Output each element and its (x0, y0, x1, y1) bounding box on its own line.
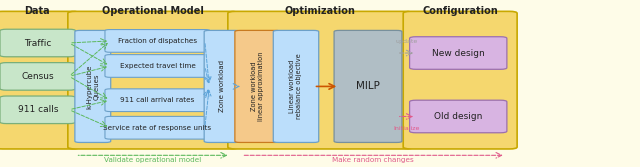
Text: Expected travel time: Expected travel time (120, 63, 195, 69)
Text: 911 calls: 911 calls (17, 105, 58, 114)
Text: update: update (396, 39, 417, 44)
Text: Initialize: Initialize (393, 126, 420, 131)
FancyBboxPatch shape (105, 116, 210, 139)
Text: k-Hypercube
Queues: k-Hypercube Queues (86, 64, 99, 109)
FancyBboxPatch shape (0, 11, 79, 149)
FancyBboxPatch shape (68, 11, 238, 149)
FancyBboxPatch shape (105, 89, 210, 112)
FancyBboxPatch shape (75, 30, 111, 142)
Text: Data: Data (24, 6, 50, 16)
FancyBboxPatch shape (204, 30, 240, 142)
Text: Old design: Old design (434, 112, 483, 121)
Text: Zone workload
linear approximation: Zone workload linear approximation (251, 52, 264, 121)
Text: Optimization: Optimization (285, 6, 355, 16)
FancyBboxPatch shape (410, 37, 507, 69)
FancyBboxPatch shape (273, 30, 319, 142)
Text: Validate operational model: Validate operational model (104, 157, 202, 163)
Text: Linear workload
rebalance objective: Linear workload rebalance objective (289, 54, 303, 119)
Text: 911 call arrival rates: 911 call arrival rates (120, 97, 195, 103)
Text: Service rate of response units: Service rate of response units (104, 125, 211, 131)
FancyBboxPatch shape (105, 30, 210, 52)
FancyBboxPatch shape (0, 96, 76, 124)
Text: Census: Census (22, 72, 54, 81)
FancyBboxPatch shape (105, 55, 210, 77)
Text: MILP: MILP (356, 81, 380, 91)
FancyBboxPatch shape (403, 11, 517, 149)
Text: Operational Model: Operational Model (102, 6, 204, 16)
Text: Make random changes: Make random changes (332, 157, 413, 163)
Text: Traffic: Traffic (24, 39, 51, 47)
Text: Configuration: Configuration (422, 6, 498, 16)
FancyBboxPatch shape (334, 30, 402, 142)
Text: Fraction of dispatches: Fraction of dispatches (118, 38, 197, 44)
Text: Zone workload: Zone workload (219, 60, 225, 112)
FancyBboxPatch shape (410, 100, 507, 133)
FancyBboxPatch shape (228, 11, 413, 149)
Text: New design: New design (432, 49, 484, 57)
FancyBboxPatch shape (0, 63, 76, 90)
FancyBboxPatch shape (0, 29, 76, 57)
FancyBboxPatch shape (235, 30, 280, 142)
